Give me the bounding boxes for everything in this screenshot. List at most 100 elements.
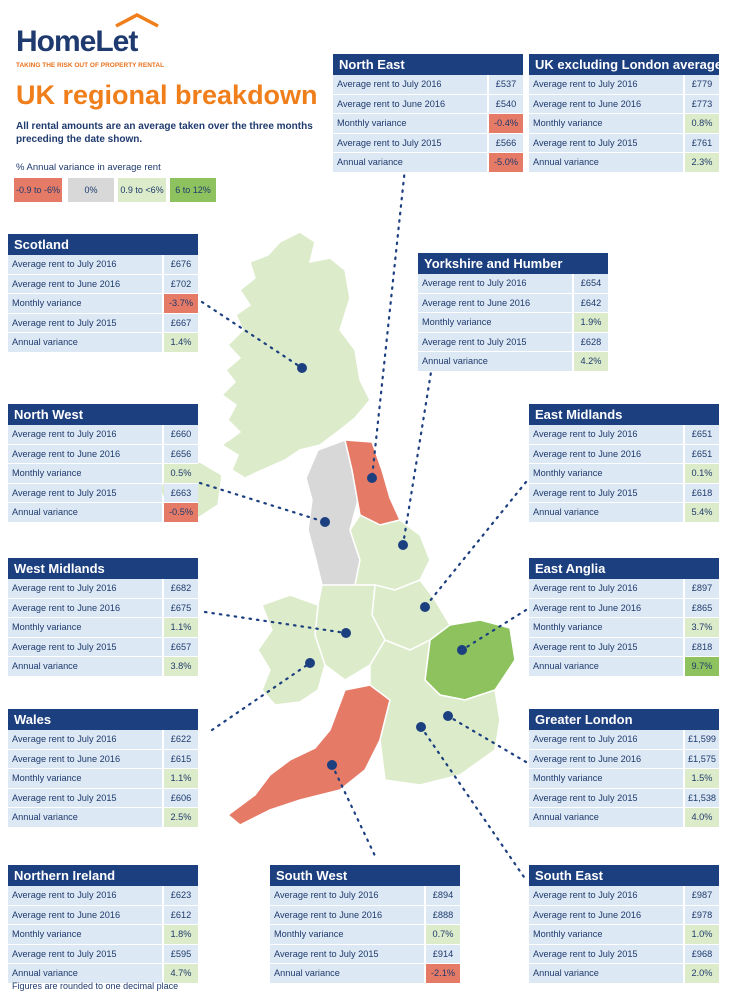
homelet-logo: HomeLet TAKING THE RISK OUT OF PROPERTY …: [16, 10, 164, 70]
map-region-wales: [257, 594, 326, 706]
row-value: 1.9%: [574, 313, 608, 332]
legend-title: % Annual variance in average rent: [16, 162, 161, 173]
brand-name: HomeLet: [16, 25, 138, 58]
roof-icon: [115, 13, 159, 28]
row-value: 4.2%: [574, 352, 608, 371]
row-value: £654: [574, 274, 608, 293]
row-label: Average rent to July 2016: [8, 425, 162, 444]
row-label: Annual variance: [529, 657, 683, 676]
row-label: Average rent to June 2016: [529, 598, 683, 617]
row-label: Monthly variance: [270, 925, 424, 944]
row-value: £761: [685, 133, 719, 152]
map-region-west-midlands: [314, 584, 386, 681]
panel-row: Annual variance -2.1%: [270, 964, 460, 984]
panel-wales: Wales Average rent to July 2016 £622 Averag…: [8, 709, 198, 828]
page-title: UK regional breakdown: [16, 80, 318, 110]
row-value: 1.1%: [164, 618, 198, 637]
row-label: Annual variance: [8, 333, 162, 352]
row-value: £914: [426, 944, 460, 963]
row-value: £622: [164, 730, 198, 749]
map-region-north-east: [344, 439, 402, 526]
row-label: Average rent to July 2016: [529, 886, 683, 905]
row-value: £623: [164, 886, 198, 905]
row-value: 1.5%: [685, 769, 719, 788]
row-label: Monthly variance: [8, 618, 162, 637]
panel-row: Average rent to June 2016 £773: [529, 94, 719, 114]
row-value: 2.0%: [685, 964, 719, 983]
row-label: Annual variance: [8, 964, 162, 983]
row-label: Monthly variance: [529, 464, 683, 483]
panel-row: Monthly variance 1.8%: [8, 925, 198, 945]
panel-row: Annual variance 9.7%: [529, 657, 719, 677]
legend-zero: 0%: [68, 178, 114, 202]
row-label: Average rent to June 2016: [418, 293, 572, 312]
row-label: Annual variance: [8, 657, 162, 676]
row-label: Annual variance: [529, 503, 683, 522]
row-value: £628: [574, 332, 608, 351]
panel-title: North West: [8, 404, 198, 425]
row-label: Average rent to July 2016: [270, 886, 424, 905]
panel-row: Average rent to July 2015 £566: [333, 133, 523, 153]
row-value: -5.0%: [489, 153, 523, 172]
row-label: Annual variance: [418, 352, 572, 371]
row-value: 0.1%: [685, 464, 719, 483]
row-value: 4.0%: [685, 808, 719, 827]
panel-row: Average rent to July 2015 £968: [529, 944, 719, 964]
row-value: £1,538: [685, 788, 719, 807]
row-label: Average rent to June 2016: [8, 598, 162, 617]
row-value: £642: [574, 293, 608, 312]
subtitle: All rental amounts are an average taken …: [16, 121, 313, 145]
row-label: Average rent to July 2015: [8, 483, 162, 502]
row-label: Average rent to July 2016: [333, 75, 487, 94]
row-value: 1.8%: [164, 925, 198, 944]
row-label: Monthly variance: [529, 114, 683, 133]
panel-row: Average rent to July 2016 £623: [8, 886, 198, 906]
map-region-scotland: [220, 231, 371, 479]
panel-uk-excluding-london: UK excluding London average Average rent …: [529, 54, 719, 173]
row-label: Average rent to June 2016: [529, 905, 683, 924]
row-label: Average rent to July 2015: [529, 483, 683, 502]
row-label: Monthly variance: [8, 769, 162, 788]
row-value: £1,575: [685, 749, 719, 768]
panel-row: Average rent to June 2016 £651: [529, 444, 719, 464]
panel-title: North East: [333, 54, 523, 75]
panel-row: Average rent to July 2015 £818: [529, 637, 719, 657]
panel-row: Monthly variance 1.1%: [8, 618, 198, 638]
row-value: £894: [426, 886, 460, 905]
row-label: Average rent to July 2016: [8, 255, 162, 274]
panel-row: Average rent to July 2016 £676: [8, 255, 198, 275]
row-label: Average rent to June 2016: [8, 274, 162, 293]
panel-row: Monthly variance 1.0%: [529, 925, 719, 945]
row-label: Annual variance: [529, 808, 683, 827]
row-value: 2.5%: [164, 808, 198, 827]
row-value: £618: [685, 483, 719, 502]
row-label: Average rent to June 2016: [333, 94, 487, 113]
panel-row: Annual variance 3.8%: [8, 657, 198, 677]
row-label: Average rent to July 2015: [529, 788, 683, 807]
row-value: £888: [426, 905, 460, 924]
panel-row: Average rent to July 2015 £761: [529, 133, 719, 153]
row-label: Average rent to July 2015: [529, 637, 683, 656]
panel-row: Average rent to June 2016 £540: [333, 94, 523, 114]
panel-yorkshire-and-humber: Yorkshire and Humber Average rent to July…: [418, 253, 608, 372]
panel-north-east: North East Average rent to July 2016 £537 A…: [333, 54, 523, 173]
row-value: £667: [164, 313, 198, 332]
panel-title: Northern Ireland: [8, 865, 198, 886]
row-value: 2.3%: [685, 153, 719, 172]
row-label: Monthly variance: [333, 114, 487, 133]
panel-row: Average rent to June 2016 £702: [8, 274, 198, 294]
panel-row: Average rent to June 2016 £656: [8, 444, 198, 464]
legend-low: 0.9 to <6%: [118, 178, 166, 202]
row-label: Average rent to July 2015: [270, 944, 424, 963]
panel-row: Annual variance 2.0%: [529, 964, 719, 984]
row-value: £656: [164, 444, 198, 463]
panel-row: Average rent to July 2016 £654: [418, 274, 608, 294]
panel-row: Average rent to July 2015 £595: [8, 944, 198, 964]
row-label: Average rent to June 2016: [8, 444, 162, 463]
row-label: Monthly variance: [8, 925, 162, 944]
row-value: £773: [685, 94, 719, 113]
row-value: £818: [685, 637, 719, 656]
map-region-yorkshire: [349, 514, 431, 591]
row-label: Monthly variance: [8, 464, 162, 483]
panel-scotland: Scotland Average rent to July 2016 £676 Ave…: [8, 234, 198, 353]
